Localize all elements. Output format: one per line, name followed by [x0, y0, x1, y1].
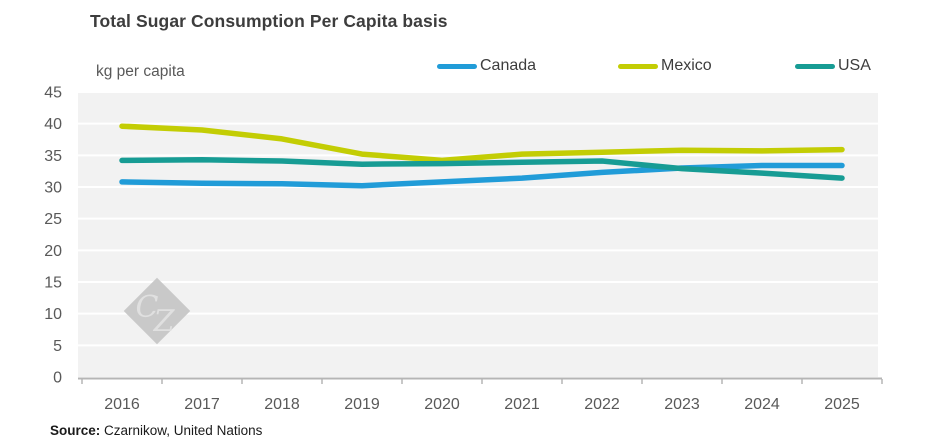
- x-tick-label-2019: 2019: [344, 396, 380, 413]
- x-tick-label-2022: 2022: [584, 396, 620, 413]
- x-tick-label-2025: 2025: [824, 396, 860, 413]
- y-tick-label-15: 15: [44, 275, 62, 292]
- x-tick-label-2023: 2023: [664, 396, 700, 413]
- y-axis-unit-label: kg per capita: [96, 63, 185, 80]
- source-prefix: Source:: [50, 423, 101, 438]
- watermark-letter-z: Z: [153, 304, 176, 339]
- y-tick-label-25: 25: [44, 211, 62, 228]
- x-tick-label-2018: 2018: [264, 396, 300, 413]
- legend-label-canada: Canada: [480, 57, 537, 74]
- usa-line-swatch: [795, 63, 835, 69]
- y-tick-label-35: 35: [44, 148, 62, 165]
- canada-line-swatch: [437, 63, 477, 69]
- x-tick-label-2021: 2021: [504, 396, 540, 413]
- series-line-usa: [119, 157, 845, 181]
- y-tick-label-30: 30: [44, 180, 62, 197]
- source-text: Czarnikow, United Nations: [100, 423, 263, 438]
- legend-item-mexico: Mexico: [618, 56, 712, 76]
- watermark-diamond: [123, 277, 191, 345]
- watermark-letter-c: C: [136, 290, 159, 325]
- series-line-mexico: [119, 123, 845, 164]
- y-tick-label-40: 40: [44, 116, 62, 133]
- legend-label-usa: USA: [838, 57, 871, 74]
- source-note: Source: Czarnikow, United Nations: [50, 423, 262, 438]
- y-tick-label-0: 0: [53, 370, 62, 387]
- x-tick-label-2016: 2016: [104, 396, 140, 413]
- legend-item-canada: Canada: [437, 56, 536, 76]
- y-tick-label-5: 5: [53, 338, 62, 355]
- y-tick-label-10: 10: [44, 306, 62, 323]
- legend-label-mexico: Mexico: [661, 57, 712, 74]
- mexico-line-swatch: [618, 63, 658, 69]
- x-tick-label-2017: 2017: [184, 396, 220, 413]
- legend-item-usa: USA: [795, 56, 871, 76]
- x-tick-label-2024: 2024: [744, 396, 780, 413]
- chart-title: Total Sugar Consumption Per Capita basis: [90, 11, 448, 31]
- y-tick-label-20: 20: [44, 243, 62, 260]
- legend: Canada Mexico USA: [0, 56, 945, 78]
- plot-background: [78, 92, 878, 377]
- series-line-canada: [119, 162, 845, 189]
- y-tick-label-45: 45: [44, 85, 62, 102]
- x-tick-label-2020: 2020: [424, 396, 460, 413]
